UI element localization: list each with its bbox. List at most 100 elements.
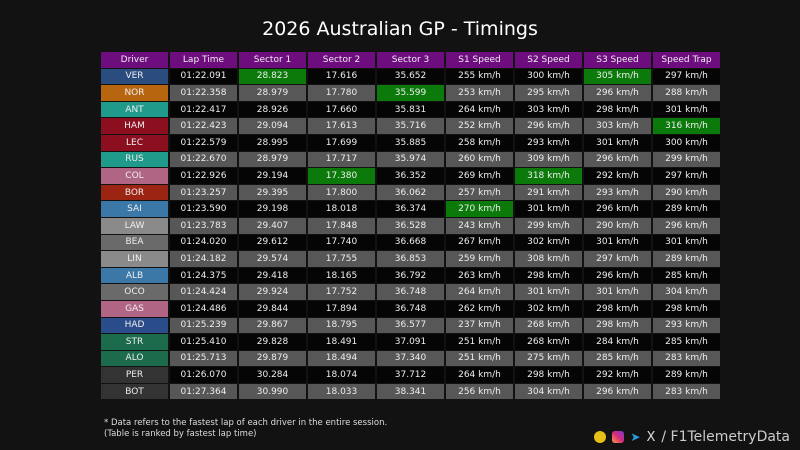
value-cell: 296 km/h [584, 151, 651, 168]
value-cell: 01:22.358 [170, 85, 237, 101]
value-cell: 36.668 [377, 234, 444, 251]
value-cell: 01:22.423 [170, 118, 237, 134]
value-cell: 237 km/h [446, 317, 513, 334]
value-cell: 01:24.486 [170, 300, 237, 317]
footnote-line-1: * Data refers to the fastest lap of each… [104, 418, 388, 428]
value-cell: 298 km/h [515, 267, 582, 284]
driver-cell: HAD [101, 317, 168, 334]
value-cell: 29.612 [239, 234, 306, 251]
value-cell: 01:22.926 [170, 168, 237, 184]
value-cell: 37.091 [377, 334, 444, 350]
value-cell: 29.879 [239, 350, 306, 367]
instagram-icon[interactable] [612, 431, 625, 443]
footnote: * Data refers to the fastest lap of each… [104, 418, 387, 440]
value-cell: 253 km/h [446, 85, 513, 101]
value-cell: 301 km/h [584, 284, 651, 300]
table-row: HAM 01:22.423 29.094 17.613 35.716 252 km/h 29… [101, 118, 720, 134]
value-cell: 36.748 [377, 300, 444, 317]
value-cell: 36.374 [377, 201, 444, 217]
value-cell: 293 km/h [515, 134, 582, 151]
table-row: ALB 01:24.375 29.418 18.165 36.792 263 km/h 29… [101, 267, 720, 284]
x-icon[interactable]: X [646, 429, 656, 445]
value-cell: 17.613 [308, 118, 375, 134]
driver-cell: COL [101, 168, 168, 184]
value-cell: 298 km/h [584, 300, 651, 317]
patreon-icon[interactable] [594, 431, 607, 443]
value-cell: 29.407 [239, 217, 306, 234]
table-row: NOR 01:22.358 28.979 17.780 35.599 253 km/h 29… [101, 85, 720, 101]
value-cell: 289 km/h [653, 201, 720, 217]
value-cell: 304 km/h [515, 383, 582, 400]
value-cell: 17.848 [308, 217, 375, 234]
table-row: BOR 01:23.257 29.395 17.800 36.062 257 km/h 29… [101, 184, 720, 201]
driver-cell: LIN [101, 251, 168, 267]
driver-cell: RUS [101, 151, 168, 168]
value-cell: 36.062 [377, 184, 444, 201]
value-cell: 292 km/h [584, 367, 651, 383]
value-cell: 285 km/h [653, 267, 720, 284]
value-cell: 01:25.410 [170, 334, 237, 350]
value-cell: 18.074 [308, 367, 375, 383]
value-cell: 01:24.182 [170, 251, 237, 267]
table-row: HAD 01:25.239 29.867 18.795 36.577 237 km/h 26… [101, 317, 720, 334]
value-cell: 298 km/h [653, 300, 720, 317]
value-cell: 292 km/h [584, 168, 651, 184]
value-cell: 29.924 [239, 284, 306, 300]
value-cell: 318 km/h [515, 168, 582, 184]
value-cell: 300 km/h [653, 134, 720, 151]
value-cell: 01:23.783 [170, 217, 237, 234]
value-cell: 30.990 [239, 383, 306, 400]
value-cell: 01:22.670 [170, 151, 237, 168]
driver-cell: NOR [101, 85, 168, 101]
value-cell: 29.418 [239, 267, 306, 284]
table-header: Driver Lap Time Sector 1 Sector 2 Sector 3 S1… [101, 52, 720, 68]
driver-cell: BOT [101, 383, 168, 400]
value-cell: 285 km/h [584, 350, 651, 367]
value-cell: 30.284 [239, 367, 306, 383]
column-header: Lap Time [170, 52, 237, 68]
value-cell: 01:25.713 [170, 350, 237, 367]
driver-cell: BEA [101, 234, 168, 251]
value-cell: 36.352 [377, 168, 444, 184]
value-cell: 302 km/h [515, 234, 582, 251]
driver-cell: LAW [101, 217, 168, 234]
page-title: 2026 Australian GP - Timings [262, 18, 538, 40]
footnote-line-2: (Table is ranked by fastest lap time) [104, 429, 257, 439]
value-cell: 36.528 [377, 217, 444, 234]
value-cell: 28.979 [239, 85, 306, 101]
value-cell: 285 km/h [653, 334, 720, 350]
column-header: Sector 3 [377, 52, 444, 68]
value-cell: 29.194 [239, 168, 306, 184]
value-cell: 260 km/h [446, 151, 513, 168]
value-cell: 309 km/h [515, 151, 582, 168]
value-cell: 17.780 [308, 85, 375, 101]
value-cell: 290 km/h [584, 217, 651, 234]
value-cell: 296 km/h [584, 267, 651, 284]
value-cell: 293 km/h [653, 317, 720, 334]
value-cell: 36.577 [377, 317, 444, 334]
value-cell: 259 km/h [446, 251, 513, 267]
table-row: VER 01:22.091 28.823 17.616 35.652 255 km/h 30… [101, 68, 720, 85]
value-cell: 01:23.590 [170, 201, 237, 217]
value-cell: 01:22.091 [170, 68, 237, 85]
driver-cell: STR [101, 334, 168, 350]
value-cell: 267 km/h [446, 234, 513, 251]
value-cell: 38.341 [377, 383, 444, 400]
table-row: ALO 01:25.713 29.879 18.494 37.340 251 km/h 27… [101, 350, 720, 367]
value-cell: 17.800 [308, 184, 375, 201]
value-cell: 17.894 [308, 300, 375, 317]
column-header: S1 Speed [446, 52, 513, 68]
value-cell: 243 km/h [446, 217, 513, 234]
value-cell: 289 km/h [653, 367, 720, 383]
value-cell: 258 km/h [446, 134, 513, 151]
value-cell: 283 km/h [653, 383, 720, 400]
value-cell: 17.752 [308, 284, 375, 300]
value-cell: 17.380 [308, 168, 375, 184]
value-cell: 255 km/h [446, 68, 513, 85]
value-cell: 01:22.417 [170, 101, 237, 118]
value-cell: 275 km/h [515, 350, 582, 367]
value-cell: 284 km/h [584, 334, 651, 350]
telegram-icon[interactable]: ➤ [630, 430, 641, 444]
column-header: Driver [101, 52, 168, 68]
table-row: COL 01:22.926 29.194 17.380 36.352 269 km/h 31… [101, 168, 720, 184]
